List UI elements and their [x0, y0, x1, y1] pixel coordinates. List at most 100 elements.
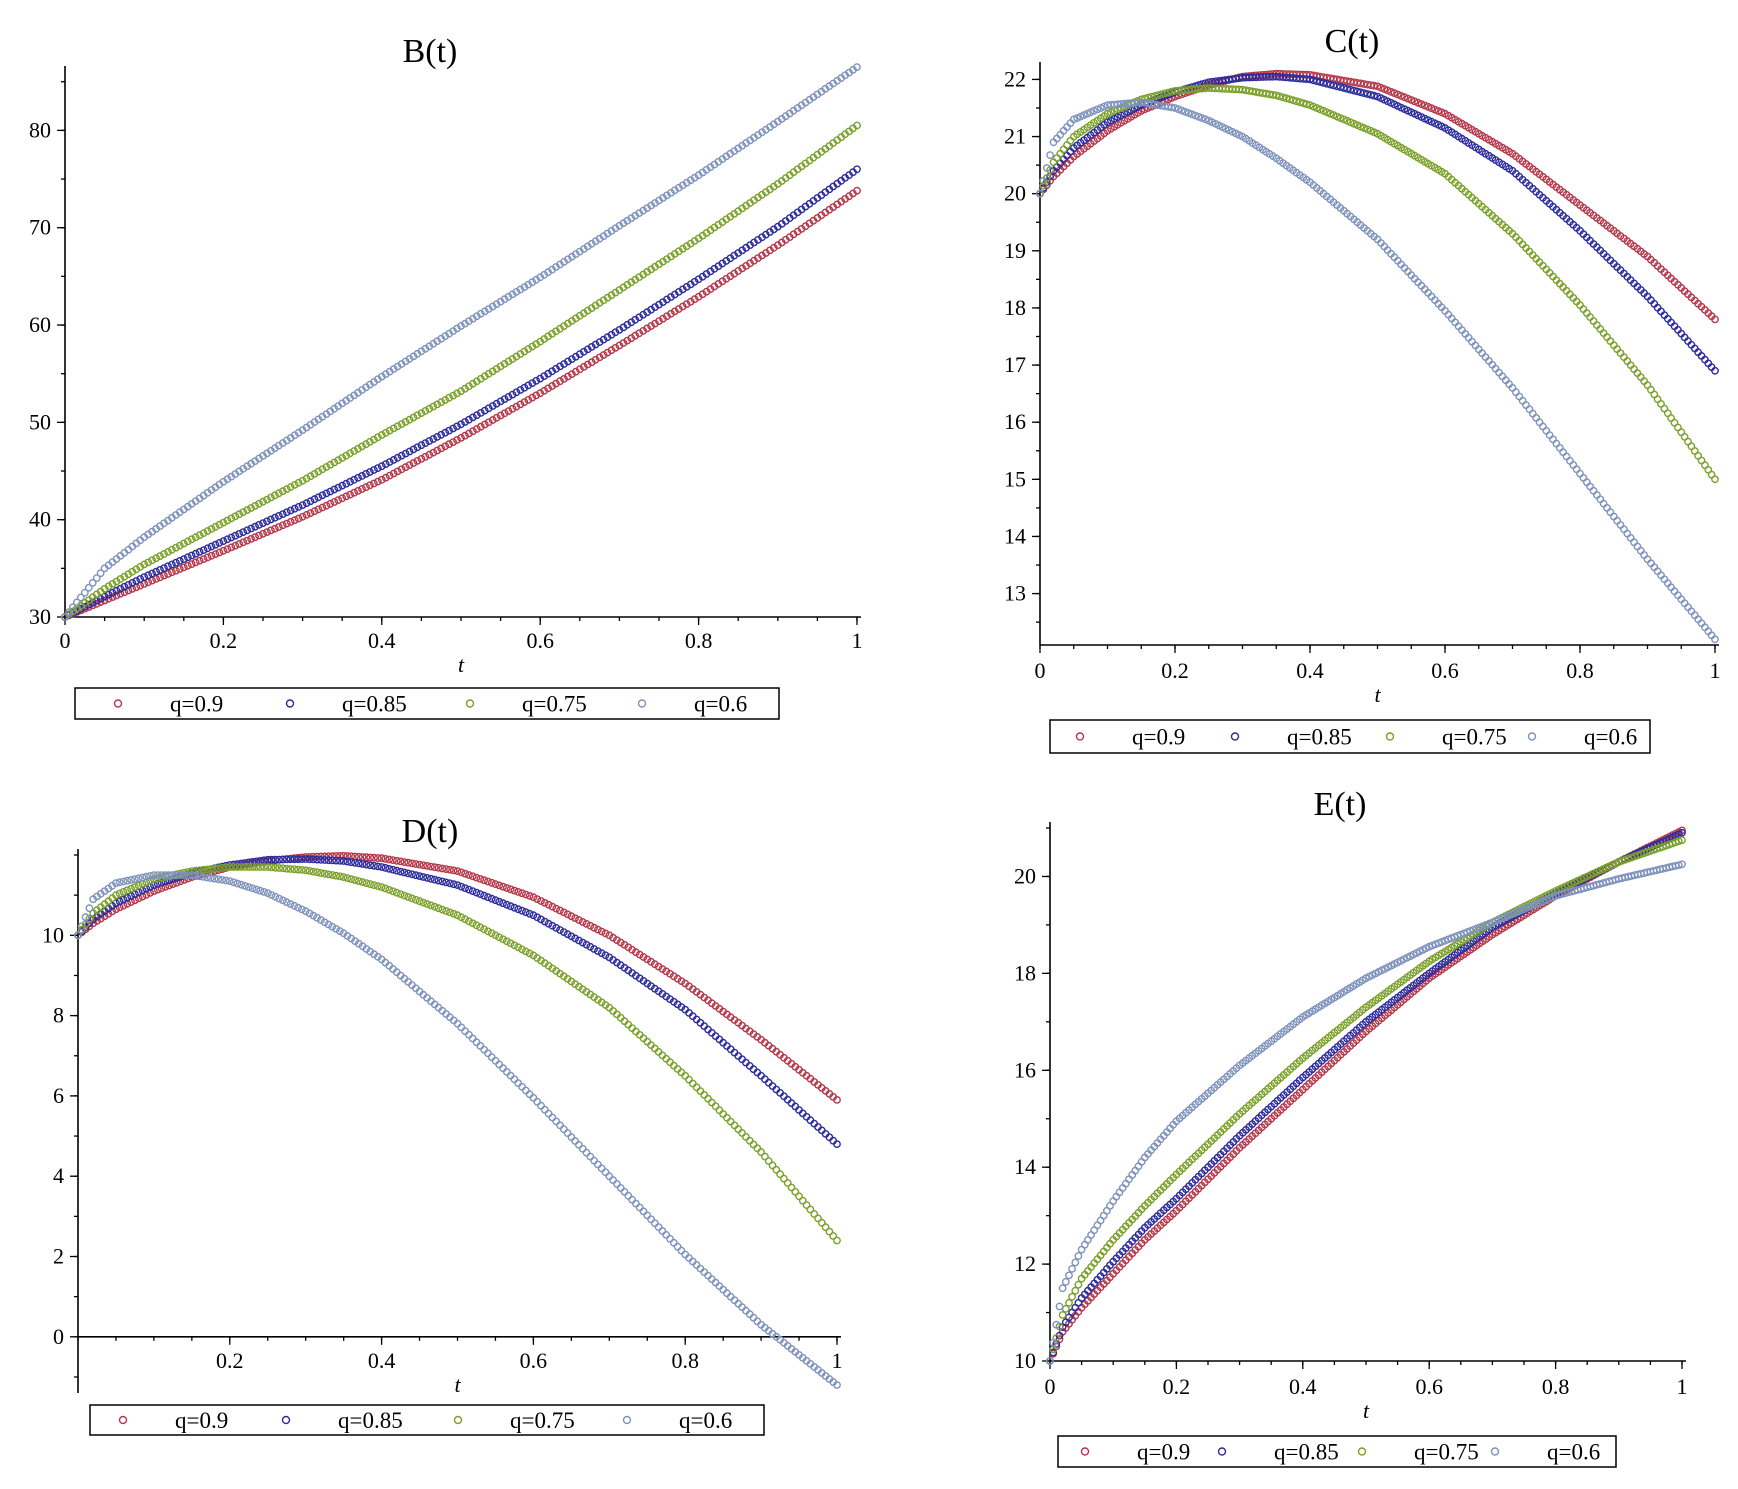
y-tick-label: 16 — [1014, 1057, 1036, 1082]
data-point — [564, 372, 572, 381]
data-point — [532, 391, 541, 400]
data-point — [445, 908, 454, 917]
data-point — [506, 939, 515, 948]
data-point — [421, 439, 430, 447]
data-point — [400, 891, 409, 900]
data-point — [347, 858, 356, 867]
data-point — [302, 474, 311, 483]
data-point — [445, 393, 453, 402]
data-point — [1188, 110, 1196, 119]
data-point — [396, 890, 405, 898]
data-point — [175, 565, 184, 573]
data-point — [603, 333, 612, 342]
data-point — [476, 422, 485, 431]
data-point — [611, 328, 620, 337]
data-point — [1674, 861, 1683, 869]
data-point — [167, 545, 176, 554]
data-point — [772, 1165, 781, 1174]
data-point — [616, 1184, 625, 1192]
data-point — [335, 856, 344, 865]
data-point — [434, 876, 443, 885]
y-tick-label: 0 — [53, 1324, 64, 1349]
data-point — [749, 1140, 758, 1149]
data-point — [480, 876, 488, 885]
data-point — [138, 873, 147, 882]
x-axis-label: t — [454, 1372, 461, 1397]
data-point — [373, 854, 382, 862]
legend-marker — [1230, 732, 1240, 741]
data-point — [499, 935, 507, 944]
data-point — [468, 314, 477, 323]
data-point — [430, 902, 439, 911]
data-point — [255, 499, 263, 508]
data-point — [294, 903, 302, 912]
data-point — [556, 362, 564, 371]
data-point — [457, 1023, 466, 1032]
y-tick-label: 10 — [1014, 1348, 1036, 1373]
data-point — [116, 575, 125, 583]
data-point — [191, 558, 200, 567]
data-point — [495, 933, 504, 942]
y-tick-label: 4 — [53, 1163, 64, 1188]
data-point — [1711, 366, 1719, 375]
data-point — [464, 429, 473, 438]
data-point — [306, 509, 315, 517]
data-point — [433, 400, 442, 409]
data-point — [1061, 1278, 1070, 1286]
x-tick-label: 1 — [852, 628, 863, 653]
data-point — [620, 1188, 629, 1196]
data-point — [206, 874, 215, 882]
data-point — [516, 400, 525, 409]
data-point — [556, 926, 564, 934]
data-point — [437, 430, 446, 439]
data-point — [445, 440, 453, 449]
y-tick-label: 14 — [1014, 1154, 1036, 1179]
data-point — [1049, 1338, 1058, 1347]
data-point — [548, 902, 557, 911]
data-point — [457, 882, 466, 891]
data-point — [282, 485, 291, 493]
data-point — [613, 1180, 621, 1188]
data-point — [430, 875, 439, 884]
data-point — [354, 486, 362, 495]
data-point — [342, 451, 351, 460]
data-point — [537, 915, 545, 924]
series-q=0.6 — [1036, 98, 1719, 644]
data-point — [294, 865, 302, 874]
data-point — [320, 856, 329, 864]
data-point — [116, 584, 125, 593]
x-tick-label: 0.8 — [685, 628, 713, 653]
data-point — [314, 505, 323, 514]
data-point — [119, 877, 128, 886]
y-tick-label: 60 — [29, 312, 51, 337]
data-point — [120, 582, 129, 591]
legend-marker — [1385, 732, 1395, 741]
data-point — [514, 943, 523, 952]
data-point — [104, 594, 113, 603]
data-point — [579, 362, 588, 371]
data-point — [540, 899, 549, 907]
data-point — [377, 854, 386, 863]
y-tick-label: 80 — [29, 117, 51, 142]
data-point — [148, 556, 157, 565]
data-point — [199, 873, 208, 881]
data-point — [184, 871, 193, 879]
data-point — [124, 581, 133, 589]
data-point — [199, 555, 208, 563]
data-point — [354, 473, 362, 482]
data-point — [506, 902, 515, 911]
data-point — [389, 455, 398, 464]
data-point — [206, 865, 215, 873]
data-point — [408, 870, 416, 879]
data-point — [346, 477, 354, 486]
data-point — [719, 1110, 727, 1118]
data-point — [115, 878, 124, 887]
data-point — [187, 551, 196, 560]
data-point — [825, 1227, 834, 1236]
series-q=0.9 — [74, 851, 841, 1104]
data-point — [483, 927, 492, 936]
series-q=0.9 — [1046, 826, 1686, 1365]
data-point — [472, 411, 481, 420]
x-tick-label: 0.4 — [368, 1348, 396, 1373]
